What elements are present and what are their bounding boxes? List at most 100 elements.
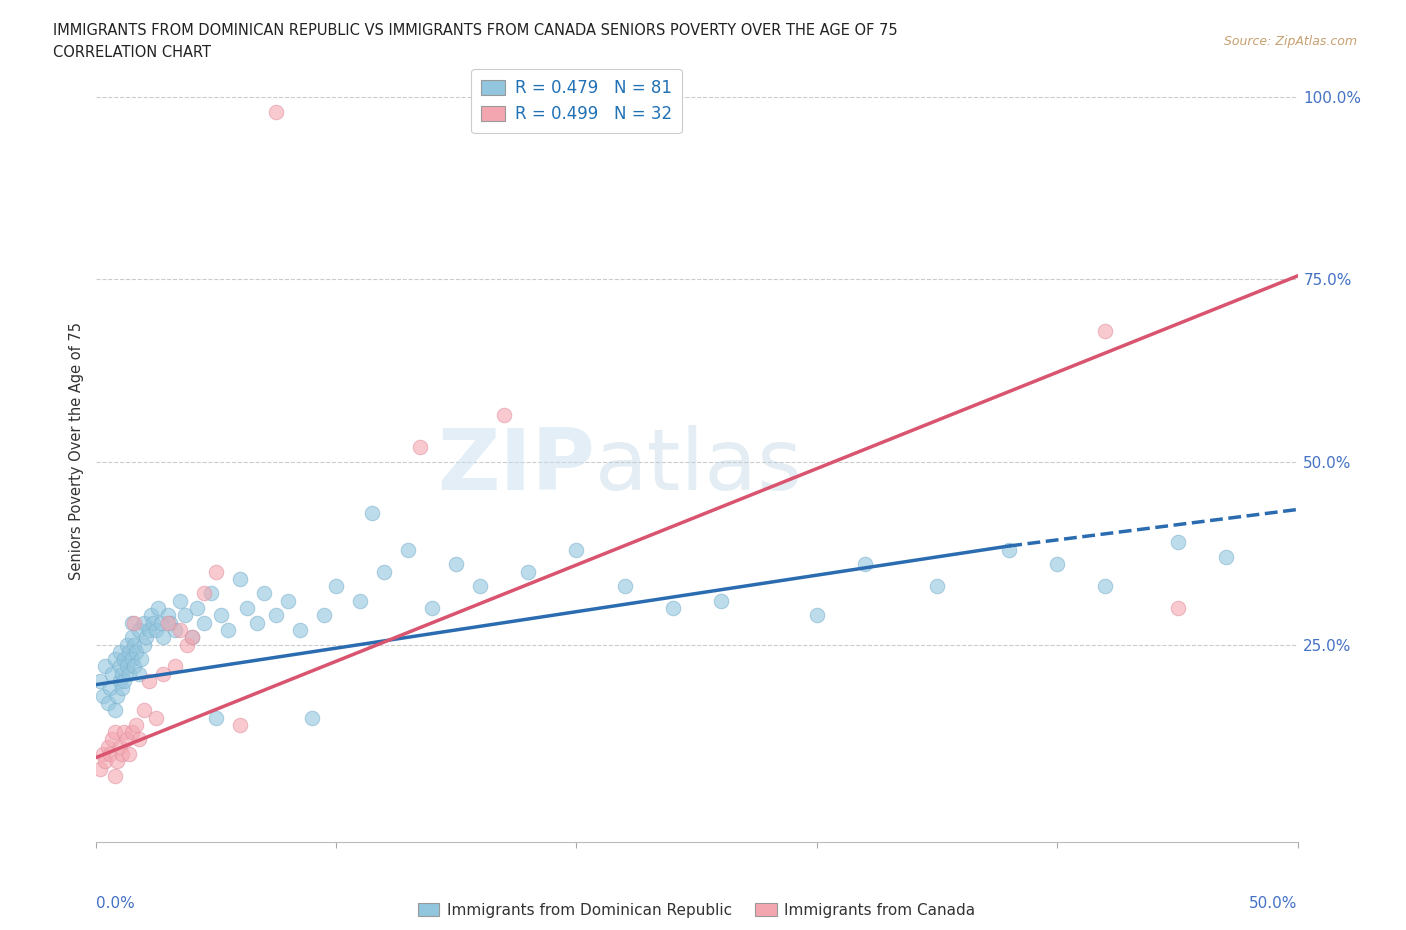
Point [125, 717, 148, 732]
Point [142, 615, 165, 630]
Point [253, 586, 276, 601]
Point [115, 732, 138, 747]
Text: 50.0%: 50.0% [1250, 897, 1298, 911]
Point [396, 542, 419, 557]
Text: CORRELATION CHART: CORRELATION CHART [53, 45, 211, 60]
Point [1215, 550, 1237, 565]
Point [108, 673, 131, 688]
Point [118, 666, 141, 681]
Point [108, 739, 131, 754]
Point [301, 711, 323, 725]
Point [122, 615, 145, 630]
Point [186, 601, 208, 616]
Point [149, 615, 172, 630]
Point [853, 557, 876, 572]
Point [613, 578, 636, 593]
Point [89, 761, 111, 776]
Point [97, 696, 120, 711]
Point [105, 688, 128, 703]
Point [114, 724, 136, 739]
Point [94, 659, 117, 674]
Point [349, 593, 371, 608]
Point [94, 754, 117, 769]
Point [1167, 601, 1189, 616]
Point [98, 747, 121, 762]
Text: IMMIGRANTS FROM DOMINICAN REPUBLIC VS IMMIGRANTS FROM CANADA SENIORS POVERTY OVE: IMMIGRANTS FROM DOMINICAN REPUBLIC VS IM… [53, 23, 898, 38]
Point [205, 565, 228, 579]
Point [277, 593, 299, 608]
Point [111, 681, 134, 696]
Point [998, 542, 1021, 557]
Point [104, 724, 127, 739]
Point [494, 407, 516, 422]
Point [89, 673, 111, 688]
Point [163, 622, 186, 637]
Point [420, 601, 443, 616]
Text: ZIP: ZIP [437, 425, 595, 508]
Point [264, 104, 287, 119]
Point [325, 578, 347, 593]
Point [152, 630, 174, 644]
Point [132, 615, 155, 630]
Point [156, 615, 179, 630]
Point [180, 630, 202, 644]
Point [361, 506, 384, 521]
Point [159, 615, 181, 630]
Point [104, 703, 127, 718]
Point [180, 630, 202, 644]
Point [209, 608, 232, 623]
Point [138, 673, 160, 688]
Point [125, 644, 148, 659]
Point [169, 622, 191, 637]
Point [1167, 535, 1189, 550]
Point [129, 652, 152, 667]
Point [193, 615, 215, 630]
Point [806, 608, 828, 623]
Point [373, 565, 395, 579]
Point [121, 652, 143, 667]
Point [1094, 578, 1116, 593]
Point [111, 666, 134, 681]
Point [132, 637, 155, 652]
Point [229, 571, 252, 586]
Point [517, 565, 540, 579]
Point [114, 652, 136, 667]
Point [101, 666, 124, 681]
Point [115, 659, 138, 674]
Point [236, 601, 259, 616]
Point [98, 681, 121, 696]
Point [152, 666, 174, 681]
Text: 0.0%: 0.0% [96, 897, 135, 911]
Point [115, 637, 138, 652]
Legend: Immigrants from Dominican Republic, Immigrants from Canada: Immigrants from Dominican Republic, Immi… [412, 897, 981, 923]
Point [173, 608, 195, 623]
Point [135, 630, 157, 644]
Point [104, 652, 127, 667]
Point [122, 637, 145, 652]
Point [145, 711, 167, 725]
Point [118, 644, 141, 659]
Point [264, 608, 287, 623]
Point [1046, 557, 1069, 572]
Point [710, 593, 733, 608]
Point [156, 608, 179, 623]
Point [409, 440, 432, 455]
Point [132, 703, 155, 718]
Point [444, 557, 467, 572]
Point [193, 586, 215, 601]
Text: Source: ZipAtlas.com: Source: ZipAtlas.com [1223, 35, 1357, 48]
Point [122, 659, 145, 674]
Point [105, 754, 128, 769]
Point [111, 747, 134, 762]
Point [145, 622, 167, 637]
Point [139, 608, 162, 623]
Point [205, 711, 228, 725]
Point [312, 608, 335, 623]
Point [176, 637, 198, 652]
Point [169, 593, 191, 608]
Point [661, 601, 683, 616]
Point [246, 615, 269, 630]
Point [146, 601, 169, 616]
Point [121, 615, 143, 630]
Point [118, 747, 141, 762]
